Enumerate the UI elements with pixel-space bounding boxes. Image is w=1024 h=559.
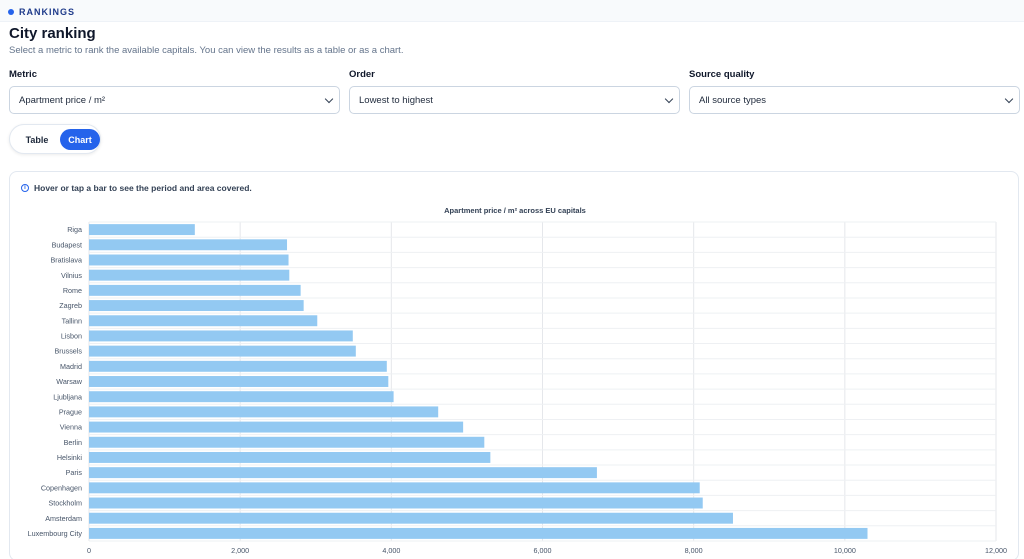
chart-hint-text: Hover or tap a bar to see the period and… bbox=[34, 183, 252, 193]
chart-grid bbox=[88, 221, 997, 542]
category-tick-label: Copenhagen bbox=[41, 483, 82, 492]
x-tick-label: 4,000 bbox=[382, 546, 400, 555]
bar[interactable] bbox=[89, 376, 389, 387]
top-bar: RANKINGS bbox=[0, 0, 1024, 22]
order-label: Order bbox=[349, 69, 375, 80]
chevron-down-icon bbox=[1004, 94, 1014, 103]
source-quality-label: Source quality bbox=[689, 69, 755, 80]
bar[interactable] bbox=[89, 451, 491, 463]
source-quality-select-value: All source types bbox=[699, 94, 767, 106]
order-select[interactable]: Lowest to highest bbox=[349, 86, 680, 114]
x-tick-label: 12,000 bbox=[985, 546, 1007, 555]
chart-hint: i Hover or tap a bar to see the period a… bbox=[21, 183, 252, 193]
section-badge: RANKINGS bbox=[8, 7, 75, 17]
bar[interactable] bbox=[89, 330, 353, 342]
bar[interactable] bbox=[89, 421, 464, 433]
bar-chart: Apartment price / m² across EU capitals … bbox=[28, 206, 1007, 555]
category-tick-label: Rome bbox=[63, 286, 82, 295]
chart-bars bbox=[89, 224, 868, 539]
bar[interactable] bbox=[89, 300, 304, 312]
category-tick-label: Prague bbox=[59, 407, 82, 416]
category-tick-label: Zagreb bbox=[59, 301, 82, 310]
category-tick-label: Tallinn bbox=[62, 316, 82, 325]
view-toggle: Table Chart bbox=[9, 124, 101, 154]
category-tick-label: Luxembourg City bbox=[28, 529, 83, 538]
bar[interactable] bbox=[89, 345, 356, 357]
category-tick-label: Budapest bbox=[52, 240, 82, 249]
bar[interactable] bbox=[89, 224, 195, 236]
bar[interactable] bbox=[89, 497, 703, 509]
chart-panel: i Hover or tap a bar to see the period a… bbox=[9, 171, 1019, 559]
x-tick-label: 8,000 bbox=[685, 546, 703, 555]
order-select-value: Lowest to highest bbox=[359, 94, 433, 106]
bar[interactable] bbox=[89, 254, 289, 266]
category-tick-label: Vienna bbox=[60, 423, 82, 432]
category-tick-label: Vilnius bbox=[61, 271, 82, 280]
chart-view-button[interactable]: Chart bbox=[60, 129, 100, 150]
metric-select-value: Apartment price / m² bbox=[19, 94, 106, 106]
chevron-down-icon bbox=[324, 94, 334, 103]
info-icon: i bbox=[21, 184, 29, 192]
category-tick-label: Paris bbox=[66, 468, 83, 477]
metric-label: Metric bbox=[9, 69, 37, 80]
bar[interactable] bbox=[89, 360, 387, 372]
chart-title: Apartment price / m² across EU capitals bbox=[444, 206, 586, 215]
metric-field: Metric Apartment price / m² bbox=[9, 69, 340, 114]
bar[interactable] bbox=[89, 406, 439, 418]
metric-select[interactable]: Apartment price / m² bbox=[9, 86, 340, 114]
bar[interactable] bbox=[89, 482, 700, 494]
category-tick-label: Bratislava bbox=[50, 256, 82, 265]
category-tick-label: Amsterdam bbox=[45, 514, 82, 523]
category-tick-label: Riga bbox=[67, 225, 82, 234]
source-quality-select[interactable]: All source types bbox=[689, 86, 1020, 114]
bar[interactable] bbox=[89, 239, 288, 251]
bar[interactable] bbox=[89, 269, 290, 281]
category-tick-label: Stockholm bbox=[48, 499, 82, 508]
table-view-button[interactable]: Table bbox=[25, 134, 49, 145]
chart-labels: Riga Budapest Bratislava Vilnius Rome Zagreb T… bbox=[28, 225, 1007, 555]
category-tick-label: Brussels bbox=[54, 347, 82, 356]
page-title: City ranking bbox=[9, 25, 96, 42]
x-tick-label: 0 bbox=[87, 546, 91, 555]
page-subtitle: Select a metric to rank the available ca… bbox=[9, 45, 404, 56]
category-tick-label: Madrid bbox=[60, 362, 82, 371]
source-quality-field: Source quality All source types bbox=[689, 69, 1020, 114]
badge-dot-icon bbox=[8, 9, 14, 15]
chevron-down-icon bbox=[664, 94, 674, 103]
x-tick-label: 2,000 bbox=[231, 546, 249, 555]
category-tick-label: Berlin bbox=[64, 438, 82, 447]
category-tick-label: Lisbon bbox=[61, 332, 82, 341]
x-tick-label: 6,000 bbox=[534, 546, 552, 555]
bar[interactable] bbox=[89, 391, 394, 403]
bar[interactable] bbox=[89, 315, 318, 327]
order-field: Order Lowest to highest bbox=[349, 69, 680, 114]
category-tick-label: Warsaw bbox=[56, 377, 82, 386]
bar[interactable] bbox=[89, 527, 868, 539]
x-tick-label: 10,000 bbox=[834, 546, 856, 555]
bar[interactable] bbox=[89, 436, 485, 448]
bar[interactable] bbox=[89, 512, 733, 524]
bar[interactable] bbox=[89, 284, 301, 296]
badge-label: RANKINGS bbox=[19, 7, 76, 17]
category-tick-label: Ljubljana bbox=[53, 392, 82, 401]
category-tick-label: Helsinki bbox=[57, 453, 83, 462]
bar[interactable] bbox=[89, 467, 597, 479]
